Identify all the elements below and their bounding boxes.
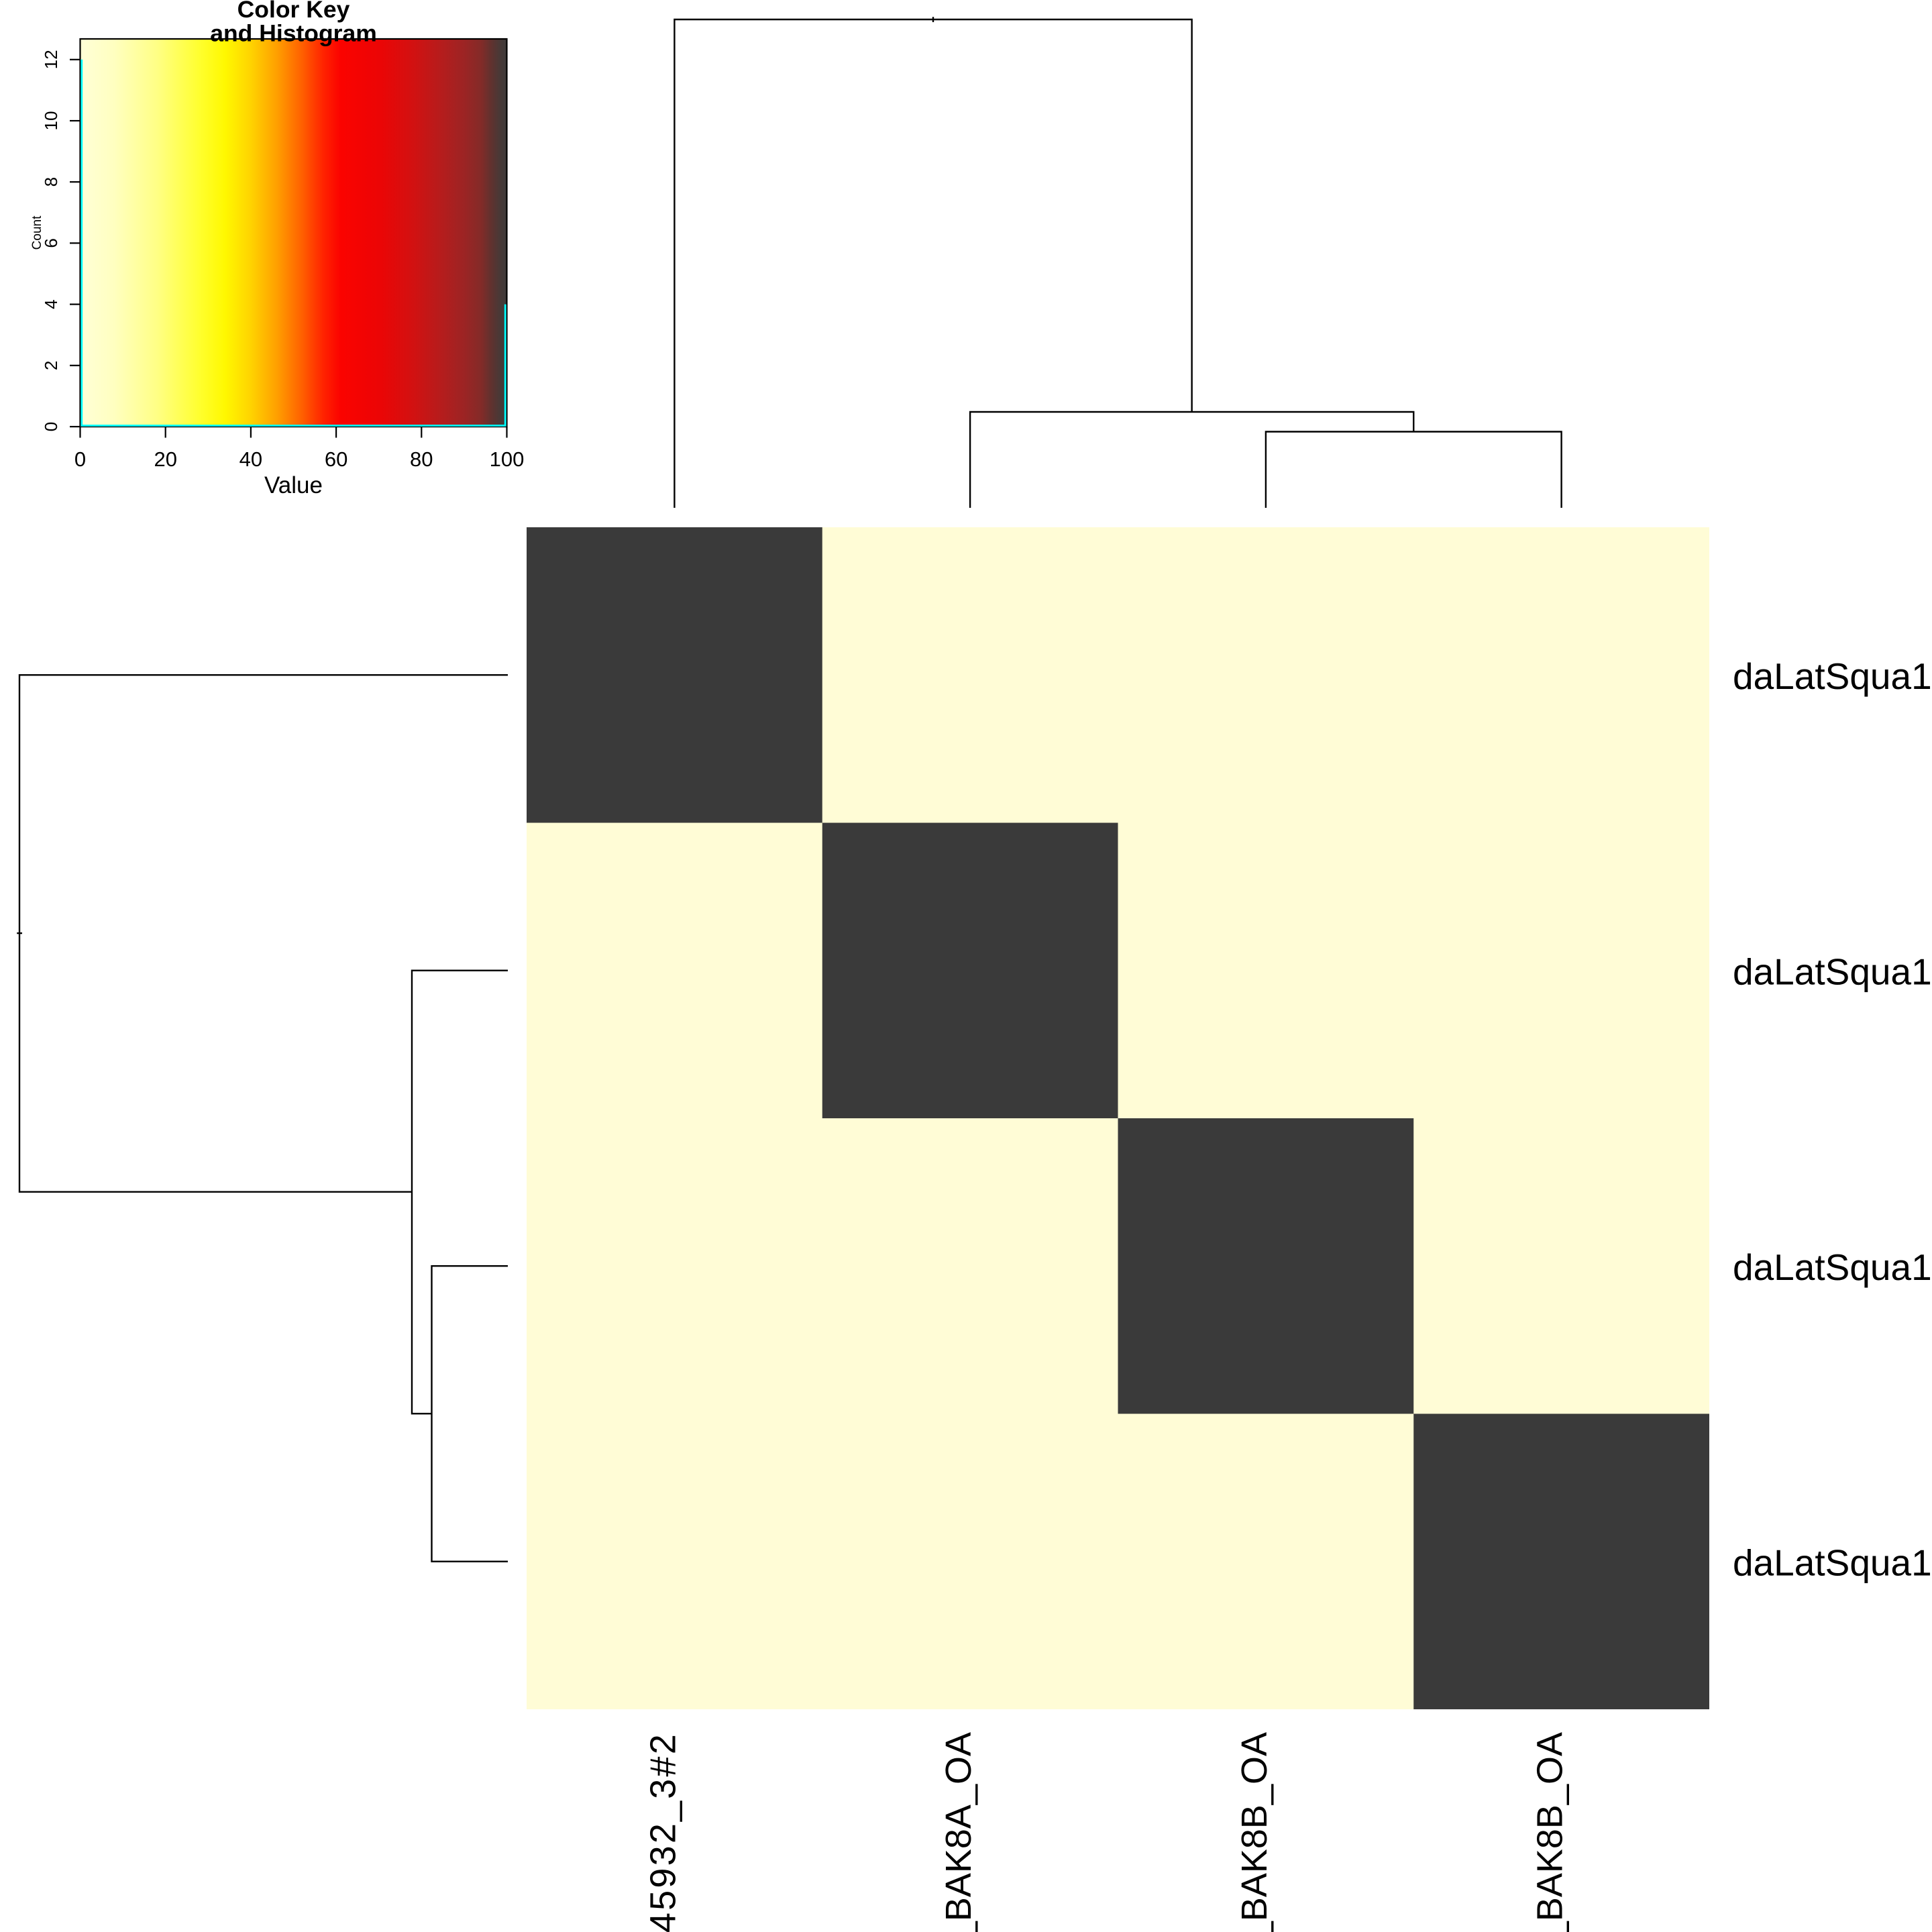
svg-text:80: 80 (410, 447, 433, 471)
svg-text:0: 0 (41, 422, 61, 431)
svg-text:4: 4 (41, 299, 61, 309)
svg-text:8: 8 (41, 177, 61, 186)
svg-text:100: 100 (490, 447, 525, 471)
svg-text:40: 40 (239, 447, 262, 471)
svg-text:daLatSqua1: daLatSqua1 (1733, 951, 1932, 993)
svg-text:60: 60 (325, 447, 347, 471)
svg-text:10: 10 (41, 111, 61, 131)
svg-text:0: 0 (74, 447, 86, 471)
svg-text:_BAK8B_OA: _BAK8B_OA (1234, 1732, 1275, 1932)
svg-text:_BAK8A_OA: _BAK8A_OA (938, 1732, 979, 1932)
svg-text:Value: Value (264, 472, 323, 498)
svg-text:Count: Count (30, 215, 44, 250)
svg-text:and Histogram: and Histogram (210, 20, 377, 47)
svg-text:_BAK8B_OA: _BAK8B_OA (1530, 1732, 1570, 1932)
svg-text:Color Key: Color Key (237, 0, 350, 23)
svg-text:20: 20 (154, 447, 176, 471)
svg-text:2: 2 (41, 361, 61, 370)
svg-text:6: 6 (41, 238, 61, 248)
svg-text:45932_3#2: 45932_3#2 (643, 1732, 683, 1932)
svg-text:daLatSqua1: daLatSqua1 (1733, 655, 1932, 697)
svg-text:daLatSqua1: daLatSqua1 (1733, 1542, 1932, 1584)
svg-text:daLatSqua1: daLatSqua1 (1733, 1246, 1932, 1288)
svg-text:12: 12 (41, 50, 61, 69)
